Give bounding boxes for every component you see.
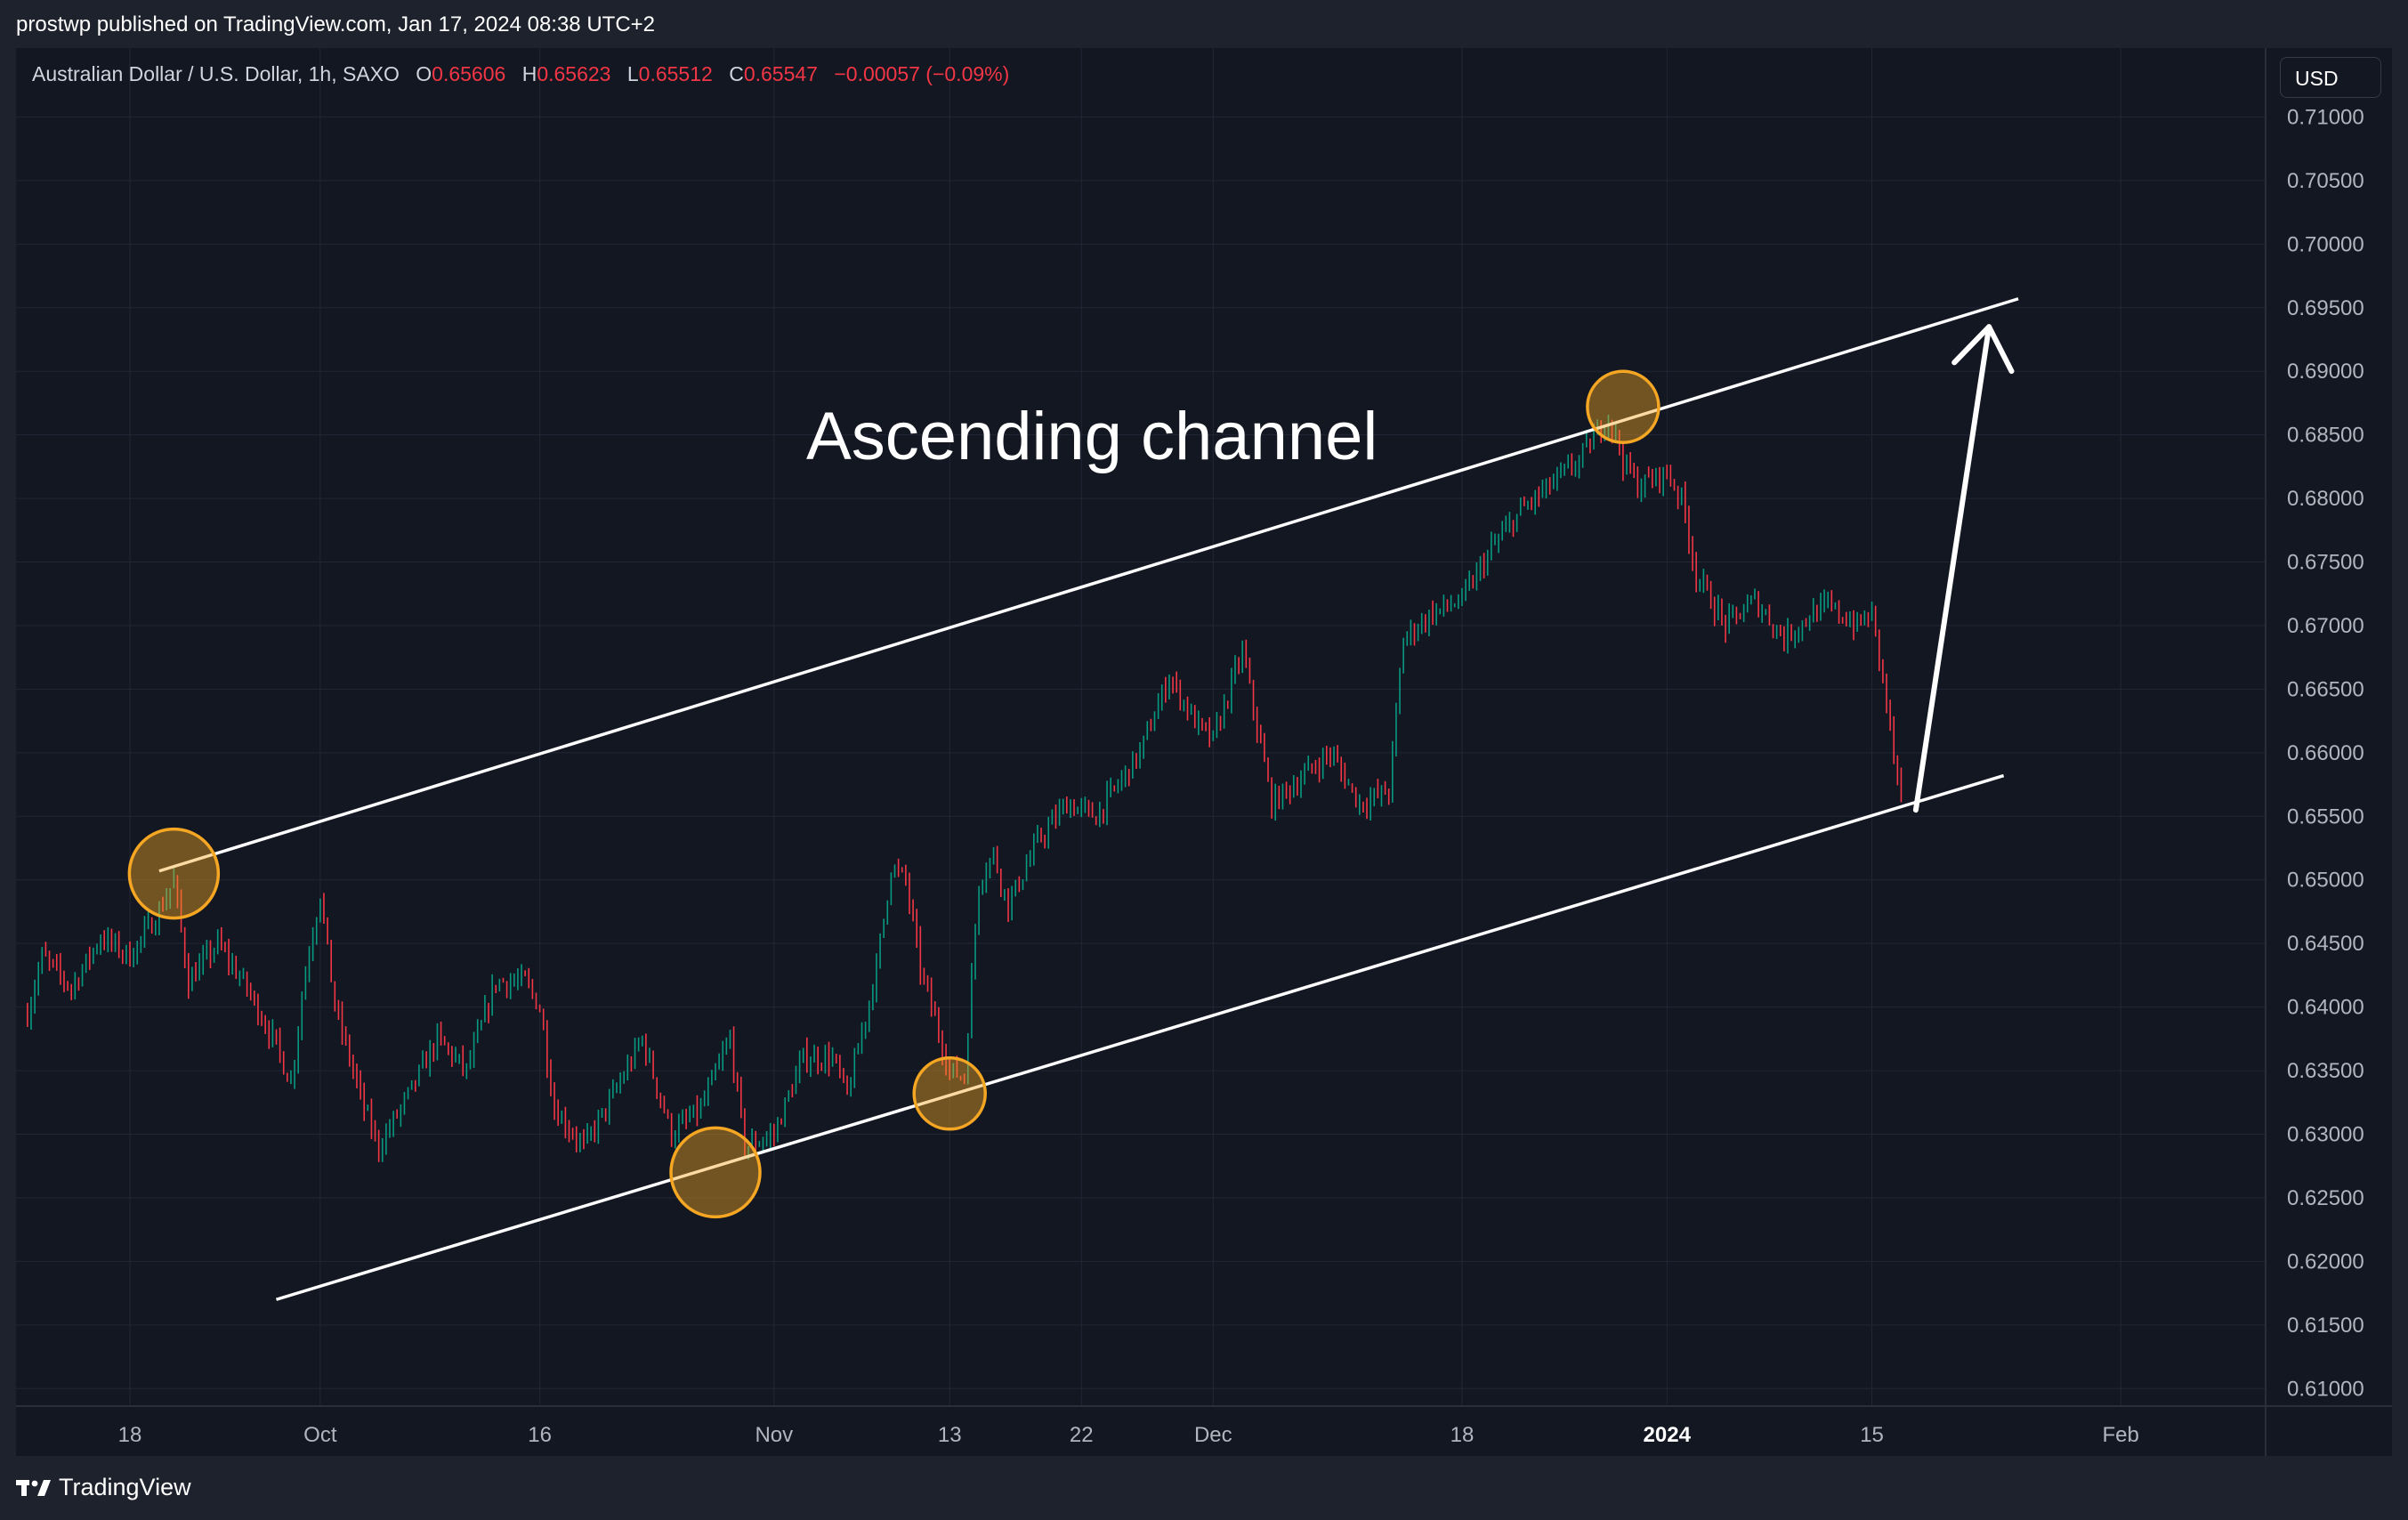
channel-upper-line [158,297,2019,873]
y-tick-label: 0.66500 [2287,677,2364,701]
y-tick-label: 0.65500 [2287,804,2364,829]
y-tick-label: 0.64000 [2287,996,2364,1020]
tradingview-brand[interactable]: TradingView [16,1474,191,1501]
high-value: 0.65623 [537,62,611,85]
y-tick-label: 0.69500 [2287,296,2364,320]
publish-info: prostwp published on TradingView.com, Ja… [16,12,656,36]
y-tick-label: 0.67500 [2287,551,2364,575]
y-tick-label: 0.69000 [2287,360,2364,384]
x-tick-label: Nov [755,1423,793,1447]
touch-point-marker [1586,369,1661,444]
x-tick-label: 13 [938,1423,962,1447]
high-label: H [521,62,537,85]
change-value: −0.00057 (−0.09%) [834,62,1010,85]
open-value: 0.65606 [432,62,506,85]
touch-point-marker [912,1056,987,1131]
symbol-legend: Australian Dollar / U.S. Dollar, 1h, SAX… [32,62,1009,86]
y-tick-label: 0.62500 [2287,1186,2364,1210]
x-tick-label: Oct [303,1423,337,1447]
low-value: 0.65512 [638,62,713,85]
close-value: 0.65547 [743,62,818,85]
touch-point-marker [669,1126,762,1219]
y-tick-label: 0.67000 [2287,614,2364,638]
annotation-ascending-channel: Ascending channel [806,399,1378,474]
currency-button[interactable]: USD [2280,57,2381,98]
y-tick-label: 0.70500 [2287,169,2364,193]
y-tick-label: 0.70000 [2287,232,2364,256]
projection-arrow-shaft [1912,324,1992,813]
y-tick-label: 0.71000 [2287,105,2364,129]
open-label: O [416,62,432,85]
x-tick-label: 2024 [1644,1423,1692,1447]
projection-arrow-head [1951,324,2015,375]
y-tick-label: 0.61500 [2287,1314,2364,1338]
y-tick-label: 0.66000 [2287,741,2364,765]
y-tick-label: 0.63500 [2287,1059,2364,1083]
x-tick-label: 16 [528,1423,552,1447]
chart-panel[interactable]: 0.71000 0.70500 0.70000 0.69500 0.69000 0.685… [16,48,2392,1456]
channel-lower-line [275,773,2005,1301]
y-tick-label: 0.68000 [2287,487,2364,511]
y-tick-label: 0.64500 [2287,932,2364,956]
low-label: L [626,62,639,85]
x-tick-label: Feb [2103,1423,2139,1447]
y-tick-label: 0.68500 [2287,424,2364,448]
symbol-name: Australian Dollar / U.S. Dollar, 1h, SAX… [32,62,400,85]
tradingview-logo-icon [16,1479,51,1496]
close-label: C [729,62,744,85]
x-tick-label: Dec [1194,1423,1232,1447]
brand-name: TradingView [59,1474,191,1500]
y-tick-label: 0.61000 [2287,1377,2364,1401]
x-tick-label: 18 [1450,1423,1475,1447]
price-chart[interactable]: 0.71000 0.70500 0.70000 0.69500 0.69000 0.685… [16,48,2392,1456]
x-tick-label: 22 [1070,1423,1094,1447]
y-tick-label: 0.65000 [2287,869,2364,893]
x-tick-label: 15 [1860,1423,1884,1447]
y-tick-label: 0.63000 [2287,1123,2364,1147]
y-tick-label: 0.62000 [2287,1249,2364,1273]
x-tick-label: 18 [118,1423,142,1447]
touch-point-marker [127,827,221,920]
